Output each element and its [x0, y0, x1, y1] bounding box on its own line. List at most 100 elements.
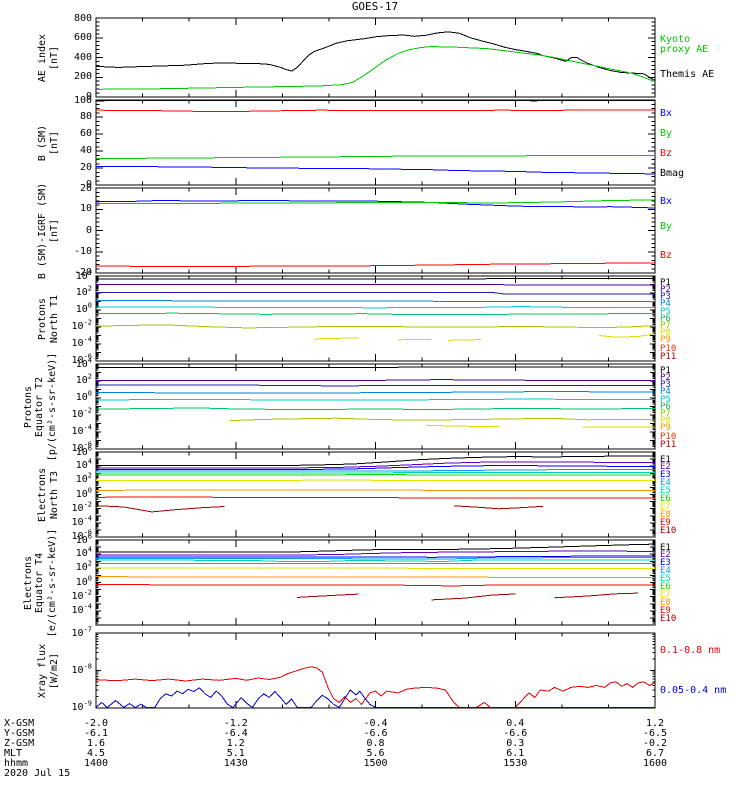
series-p7: [95, 324, 656, 329]
footer-value: -2.0: [83, 718, 109, 729]
ytick-label: -20: [73, 266, 92, 278]
footer-value: 1600: [642, 758, 668, 769]
ytick-label: 102: [75, 560, 92, 574]
footer-value: 1500: [363, 758, 388, 769]
footer-value: 1.2: [226, 738, 245, 749]
series-e10: [554, 592, 639, 599]
ytick-label: 20: [79, 162, 92, 173]
footer-value: -6.5: [642, 728, 668, 739]
footer-value: 5.6: [366, 748, 385, 759]
ytick-label: 102: [75, 284, 92, 298]
series-0-1-0-8-nm: [95, 666, 656, 708]
footer-row-label-hhmm: hhmm: [4, 758, 29, 769]
ylabel-xray-flux-line0: Xray flux: [37, 643, 48, 698]
ytick-label: -10: [73, 245, 92, 257]
series-e1: [95, 543, 656, 553]
footer-row-label-mlt: MLT: [4, 748, 23, 759]
ytick-label: 102: [75, 372, 92, 386]
legend-entry-p6: P6: [660, 313, 671, 324]
legend-entry-e7: E7: [660, 589, 671, 600]
ylabel-electrons-equator-t4-line1: Equator T4: [34, 552, 45, 613]
ylabel-protons-equator-t2-line1: Equator T2: [34, 376, 45, 437]
series-bx: [95, 165, 656, 175]
ylabel-protons-north-t1-line1: North T1: [49, 294, 60, 343]
ytick-label: 10-6: [71, 528, 92, 542]
legend-entry-p11: P11: [660, 440, 677, 451]
series-p8: [425, 424, 499, 428]
legend-entry-e9: E9: [660, 605, 671, 616]
ytick-label: 104: [75, 268, 92, 282]
legend-entry-bx: Bx: [660, 196, 673, 208]
ytick-label: 106: [75, 444, 92, 458]
legend-entry-bx: Bx: [660, 107, 673, 119]
series-e8: [95, 489, 655, 491]
ytick-label: 40: [79, 145, 92, 156]
legend-entry-e2: E2: [660, 462, 671, 473]
series-e10: [431, 593, 516, 601]
ytick-label: 104: [75, 457, 92, 472]
footer-value: 1.2: [645, 718, 665, 729]
footer-value: -0.4: [363, 718, 388, 729]
legend-entry-p3: P3: [660, 292, 671, 303]
series-e10: [95, 505, 225, 513]
ytick-label: 80: [79, 111, 92, 122]
legend-entry-p10: P10: [660, 432, 677, 443]
ylabel-electrons-equator-t4-line2: [e/(cm²-s-sr-keV)]: [47, 528, 58, 637]
series-e5: [96, 471, 655, 474]
ytick-label: 600: [73, 31, 92, 43]
legend-entry-p7: P7: [660, 321, 671, 331]
legend-entry-e8: E8: [660, 509, 671, 520]
ytick-label: 10-4: [71, 602, 92, 616]
legend-entry-e1: E1: [660, 454, 671, 465]
footer-value: 5.1: [226, 748, 245, 759]
footer-row-label-x-gsm: X-GSM: [4, 718, 35, 729]
ytick-label: 102: [75, 472, 92, 486]
panel-b-sm: [95, 99, 656, 186]
series-e2: [95, 550, 656, 556]
ytick-label: 10-2: [71, 500, 92, 514]
panel-protons-north-t1: [95, 275, 656, 362]
series-by: [95, 199, 656, 205]
ytick-label: 106: [75, 532, 92, 546]
ytick-label: 104: [75, 545, 92, 560]
footer-value: 0.3: [506, 738, 525, 749]
series-e5: [95, 559, 655, 563]
ylabel-electrons-equator-t4-line0: Electrons: [23, 555, 34, 610]
series-e10: [297, 593, 359, 598]
ylabel-ae-index-line0: AE index: [37, 33, 48, 82]
ytick-label: 100: [75, 301, 92, 315]
series-p1: [96, 366, 655, 369]
footer-value: 0.8: [366, 738, 385, 749]
ylabel-electrons-north-t3-line0: Electrons: [37, 467, 48, 522]
ytick-label: 10-2: [71, 406, 92, 420]
legend-entry-p1: P1: [660, 277, 671, 288]
series-e8: [95, 576, 656, 578]
series-p3: [95, 384, 656, 387]
legend-entry-e8: E8: [660, 597, 671, 608]
series-p2: [95, 379, 656, 382]
series-bz: [95, 109, 656, 112]
footer-value: 6.1: [506, 748, 525, 759]
legend-entry-0.05-0.4-nm: 0.05-0.4 nm: [660, 684, 727, 696]
footer-value: 1430: [223, 758, 248, 769]
legend-entry-p5: P5: [660, 306, 671, 317]
legend-entry-p8: P8: [660, 416, 671, 427]
legend-entry-e1: E1: [660, 542, 671, 553]
footer-value: -6.6: [363, 728, 388, 739]
series-bz: [95, 262, 656, 268]
legend-entry-bmag: Bmag: [660, 167, 685, 179]
ytick-label: 100: [75, 486, 92, 500]
footer-value: 1.6: [86, 738, 106, 749]
ytick-label: 10-7: [71, 625, 92, 639]
ytick-label: 200: [73, 71, 92, 83]
panel-xray-flux: [95, 632, 656, 709]
series-p4: [95, 300, 655, 302]
series-e3: [96, 465, 656, 470]
series-kyoto-proxy-ae: [95, 46, 656, 90]
legend-entry-p3: P3: [660, 380, 671, 391]
series-p4: [95, 390, 656, 394]
legend-entry-p11: P11: [660, 352, 677, 363]
series-by: [95, 154, 655, 160]
series-p6: [95, 407, 656, 411]
